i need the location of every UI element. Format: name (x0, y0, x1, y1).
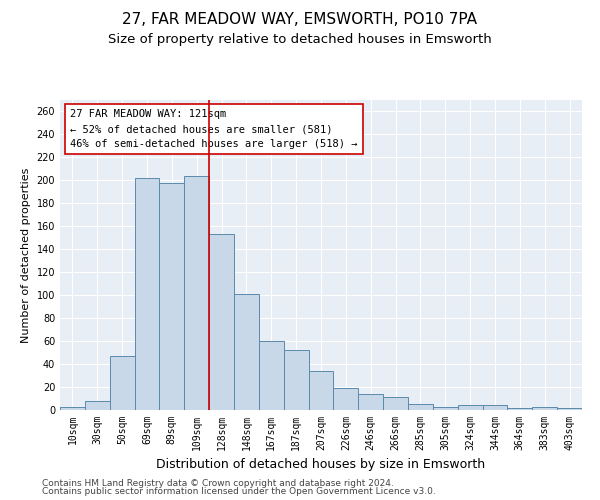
Bar (284, 350, 308, 410)
Bar (60, 406, 85, 410)
Bar (532, 406, 557, 410)
Text: Contains HM Land Registry data © Crown copyright and database right 2024.: Contains HM Land Registry data © Crown c… (42, 478, 394, 488)
Y-axis label: Number of detached properties: Number of detached properties (21, 168, 31, 342)
Bar (557, 408, 582, 410)
Bar (234, 294, 259, 410)
Text: Contains public sector information licensed under the Open Government Licence v3: Contains public sector information licen… (42, 487, 436, 496)
Bar (259, 341, 284, 410)
Bar (433, 406, 458, 410)
Bar (209, 234, 234, 410)
Text: Size of property relative to detached houses in Emsworth: Size of property relative to detached ho… (108, 32, 492, 46)
Bar (184, 176, 209, 410)
Text: 27, FAR MEADOW WAY, EMSWORTH, PO10 7PA: 27, FAR MEADOW WAY, EMSWORTH, PO10 7PA (122, 12, 478, 28)
X-axis label: Distribution of detached houses by size in Emsworth: Distribution of detached houses by size … (157, 458, 485, 471)
Bar (334, 388, 358, 410)
Bar (383, 398, 408, 410)
Bar (134, 178, 160, 410)
Text: 27 FAR MEADOW WAY: 121sqm
← 52% of detached houses are smaller (581)
46% of semi: 27 FAR MEADOW WAY: 121sqm ← 52% of detac… (70, 110, 358, 149)
Bar (110, 356, 134, 410)
Bar (308, 371, 334, 410)
Bar (160, 182, 184, 410)
Bar (482, 406, 508, 410)
Bar (508, 408, 532, 410)
Bar (458, 406, 482, 410)
Bar (358, 394, 383, 410)
Bar (408, 404, 433, 410)
Bar (85, 401, 110, 410)
